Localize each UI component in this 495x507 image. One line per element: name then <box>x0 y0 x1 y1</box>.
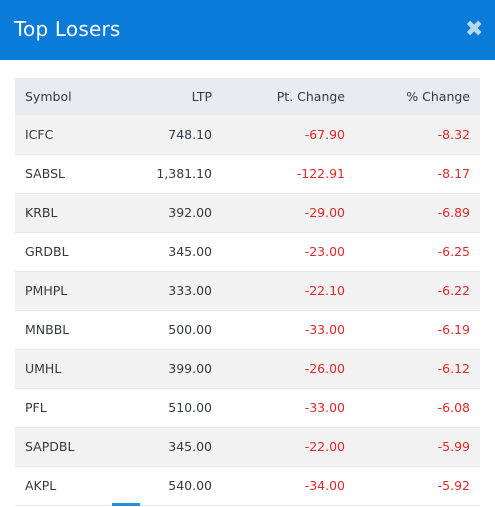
column-header-ltp[interactable]: LTP <box>191 89 212 104</box>
table-row[interactable]: ICFC 748.10 -67.90 -8.32 <box>15 115 480 154</box>
cell-ltp: 345.00 <box>168 439 212 454</box>
cell-ltp: 500.00 <box>168 322 212 337</box>
cell-ltp: 510.00 <box>168 400 212 415</box>
cell-pct-change: -6.19 <box>437 322 470 337</box>
cell-symbol[interactable]: PMHPL <box>25 283 68 298</box>
cell-ltp: 392.00 <box>168 205 212 220</box>
cell-pt-change: -33.00 <box>304 322 345 337</box>
table-row[interactable]: MNBBL 500.00 -33.00 -6.19 <box>15 310 480 349</box>
cell-symbol[interactable]: PFL <box>25 400 47 415</box>
cell-pt-change: -23.00 <box>304 244 345 259</box>
column-header-pct-change[interactable]: % Change <box>406 89 470 104</box>
column-header-symbol[interactable]: Symbol <box>25 89 72 104</box>
cell-pct-change: -6.25 <box>437 244 470 259</box>
cell-pt-change: -29.00 <box>304 205 345 220</box>
cell-pt-change: -67.90 <box>304 126 345 142</box>
top-losers-table: Symbol LTP Pt. Change % Change ICFC 748.… <box>15 78 480 506</box>
cell-symbol[interactable]: UMHL <box>25 361 62 376</box>
cell-ltp: 1,381.10 <box>156 166 212 181</box>
cell-pt-change: -34.00 <box>304 478 345 493</box>
cell-pt-change: -22.10 <box>304 283 345 298</box>
cell-pct-change: -8.32 <box>437 126 470 142</box>
cell-ltp: 748.10 <box>168 126 212 142</box>
table-row[interactable]: SAPDBL 345.00 -22.00 -5.99 <box>15 427 480 466</box>
scroll-indicator[interactable] <box>112 503 140 506</box>
column-header-pt-change[interactable]: Pt. Change <box>276 89 345 104</box>
modal-title: Top Losers <box>14 17 121 41</box>
cell-symbol[interactable]: AKPL <box>25 478 57 493</box>
modal-header: Top Losers ✖ <box>0 0 495 60</box>
close-icon[interactable]: ✖ <box>465 17 484 42</box>
cell-symbol[interactable]: ICFC <box>25 126 54 142</box>
cell-pct-change: -5.99 <box>437 439 470 454</box>
table-row[interactable]: AKPL 540.00 -34.00 -5.92 <box>15 466 480 505</box>
cell-pt-change: -26.00 <box>304 361 345 376</box>
cell-pct-change: -5.92 <box>437 478 470 493</box>
table-row[interactable]: SABSL 1,381.10 -122.91 -8.17 <box>15 154 480 193</box>
cell-symbol[interactable]: SAPDBL <box>25 439 75 454</box>
table-row[interactable]: GRDBL 345.00 -23.00 -6.25 <box>15 232 480 271</box>
cell-pct-change: -8.17 <box>437 166 470 181</box>
cell-pt-change: -22.00 <box>304 439 345 454</box>
table-row[interactable]: UMHL 399.00 -26.00 -6.12 <box>15 349 480 388</box>
cell-symbol[interactable]: MNBBL <box>25 322 70 337</box>
cell-pct-change: -6.08 <box>437 400 470 415</box>
table-row[interactable]: KRBL 392.00 -29.00 -6.89 <box>15 193 480 232</box>
cell-pt-change: -122.91 <box>296 166 345 181</box>
cell-ltp: 333.00 <box>168 283 212 298</box>
cell-symbol[interactable]: SABSL <box>25 166 65 181</box>
table-row[interactable]: PFL 510.00 -33.00 -6.08 <box>15 388 480 427</box>
cell-ltp: 345.00 <box>168 244 212 259</box>
cell-symbol[interactable]: GRDBL <box>25 244 69 259</box>
cell-pct-change: -6.22 <box>437 283 470 298</box>
cell-ltp: 540.00 <box>168 478 212 493</box>
cell-ltp: 399.00 <box>168 361 212 376</box>
table-row[interactable]: PMHPL 333.00 -22.10 -6.22 <box>15 271 480 310</box>
cell-pct-change: -6.12 <box>437 361 470 376</box>
cell-symbol[interactable]: KRBL <box>25 205 58 220</box>
table-header-row: Symbol LTP Pt. Change % Change <box>15 78 480 115</box>
cell-pt-change: -33.00 <box>304 400 345 415</box>
cell-pct-change: -6.89 <box>437 205 470 220</box>
